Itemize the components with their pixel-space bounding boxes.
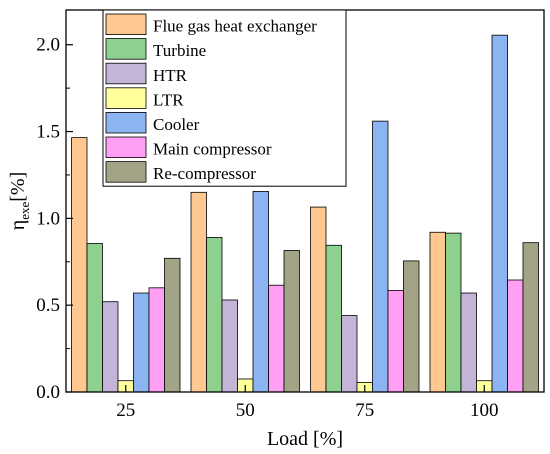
legend-label: Main compressor [153, 140, 272, 159]
y-tick-label: 1.5 [36, 122, 60, 143]
bar-flue-gas-heat-exchanger-75 [310, 206, 327, 393]
bar-main-compressor-25 [148, 287, 165, 393]
bar-flue-gas-heat-exchanger-50 [190, 191, 207, 393]
y-tick-label: 1.0 [36, 208, 60, 229]
bar-flue-gas-heat-exchanger-100 [429, 231, 446, 393]
legend-label: Turbine [153, 41, 206, 60]
bar-htr-100 [460, 292, 477, 393]
bar-htr-50 [221, 299, 238, 393]
x-axis-title: Load [%] [267, 428, 343, 450]
x-tick-label: 75 [355, 400, 374, 421]
x-tick-label: 100 [470, 400, 499, 421]
bar-turbine-100 [445, 232, 462, 393]
bar-re-compressor-75 [403, 260, 420, 393]
legend-swatch [105, 161, 147, 183]
legend-label: Re-compressor [153, 164, 256, 183]
legend-swatch [105, 62, 147, 85]
bar-flue-gas-heat-exchanger-25 [71, 137, 88, 393]
bar-main-compressor-75 [387, 290, 404, 393]
bar-cooler-25 [133, 292, 150, 393]
axes-layer: 0.0 0.5 1.0 1.5 2.0 25 50 75 100 [36, 9, 545, 421]
bar-main-compressor-100 [507, 279, 524, 393]
y-tick-label: 0.5 [36, 295, 60, 316]
legend-label: Cooler [153, 115, 200, 134]
bar-htr-25 [102, 301, 119, 393]
y-tick-label: 0.0 [36, 382, 60, 403]
bar-turbine-75 [325, 244, 342, 393]
legend-swatch [105, 112, 147, 134]
bar-turbine-25 [86, 243, 103, 393]
bar-htr-75 [341, 315, 358, 393]
bar-re-compressor-25 [164, 257, 181, 393]
legend-label: LTR [153, 90, 184, 109]
legend-label: Flue gas heat exchanger [153, 17, 317, 36]
y-tick-label: 2.0 [36, 35, 60, 56]
x-tick-label: 50 [236, 400, 255, 421]
legend-swatch [105, 13, 147, 36]
legend-swatch [105, 87, 147, 109]
bar-re-compressor-100 [522, 242, 539, 393]
bar-turbine-50 [206, 237, 223, 393]
legend-swatch [105, 38, 147, 60]
legend-label: HTR [153, 66, 188, 85]
x-tick-label: 25 [116, 400, 135, 421]
bars-layer [71, 34, 539, 393]
y-axis-title: ηexe[%] [7, 172, 32, 231]
bar-cooler-75 [372, 120, 389, 393]
bar-main-compressor-50 [268, 284, 285, 393]
legend: Flue gas heat exchanger Turbine HTR LTR Cool… [102, 9, 347, 187]
legend-swatch [105, 136, 147, 159]
bar-re-compressor-50 [283, 250, 300, 393]
bar-cooler-50 [252, 191, 269, 393]
bar-cooler-100 [491, 34, 508, 393]
